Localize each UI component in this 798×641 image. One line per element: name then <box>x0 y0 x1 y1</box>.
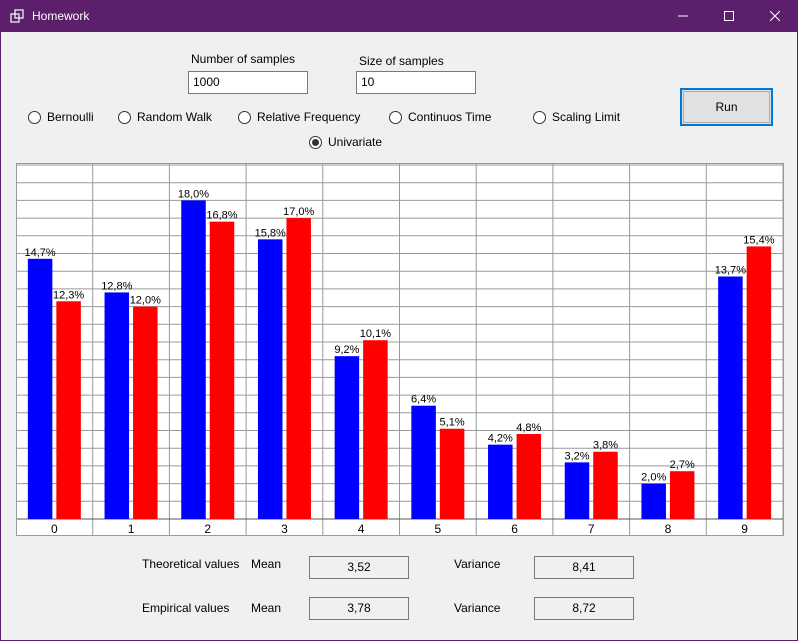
radio-random-walk-label: Random Walk <box>137 110 212 124</box>
radio-scaling-limit-label: Scaling Limit <box>552 110 621 124</box>
data-label: 5,1% <box>440 417 465 429</box>
data-label: 16,8% <box>206 210 237 222</box>
bar-series-2-4 <box>363 340 388 519</box>
bar-series-2-9 <box>746 246 772 520</box>
empirical-variance-value: 8,72 <box>534 597 634 620</box>
bar-series-1-3 <box>257 239 283 519</box>
data-label: 12,8% <box>101 280 132 292</box>
bar-series-1-7 <box>564 462 590 519</box>
bar-series-2-2 <box>209 221 235 519</box>
bar-series-1-2 <box>181 200 206 519</box>
radio-relative-frequency[interactable]: Relative Frequency <box>238 110 360 124</box>
theoretical-values-label: Theoretical values <box>142 557 240 571</box>
bar-series-1-9 <box>718 276 743 519</box>
data-label: 3,2% <box>564 450 589 462</box>
bar-series-2-8 <box>669 471 695 519</box>
data-label: 4,2% <box>488 433 513 445</box>
size-samples-input[interactable]: 10 <box>356 71 476 94</box>
bar-chart-svg: 14,7% 12,3% 0 12,8% 12,0% 1 18,0% 16,8% 2 15,8% 17… <box>15 163 784 536</box>
empirical-mean-label: Mean <box>251 601 282 615</box>
radio-bernoulli[interactable]: Bernoulli <box>28 110 94 124</box>
bar-series-1-8 <box>641 483 666 519</box>
radio-univariate-circle <box>309 135 322 149</box>
data-label: 12,0% <box>130 295 161 307</box>
x-tick-label: 6 <box>511 522 518 536</box>
bar-series-2-1 <box>133 306 158 519</box>
x-tick-label: 3 <box>281 522 288 536</box>
data-label: 18,0% <box>178 188 209 200</box>
x-tick-label: 5 <box>435 522 442 536</box>
data-label: 3,8% <box>593 440 618 452</box>
minimize-icon <box>678 15 688 17</box>
chart-border <box>16 163 784 536</box>
radio-bernoulli-circle <box>28 110 41 124</box>
bar-series-2-5 <box>439 428 465 519</box>
bar-series-2-0 <box>56 301 81 519</box>
theoretical-mean-label: Mean <box>251 557 282 571</box>
x-tick-label: 2 <box>204 522 211 536</box>
theoretical-variance-value: 8,41 <box>534 556 634 579</box>
close-icon <box>770 11 780 21</box>
theoretical-variance-label: Variance <box>454 557 501 571</box>
maximize-button[interactable] <box>706 0 752 32</box>
size-samples-label: Size of samples <box>359 54 444 68</box>
radio-continuos-time-label: Continuos Time <box>408 110 492 124</box>
window-title: Homework <box>32 9 90 23</box>
bar-series-1-4 <box>334 356 360 519</box>
data-label: 15,4% <box>743 234 774 246</box>
bar-series-2-6 <box>516 434 542 519</box>
data-label: 13,7% <box>715 265 746 277</box>
window-app-icon <box>10 9 24 23</box>
close-button[interactable] <box>752 0 798 32</box>
data-label: 2,7% <box>670 459 695 471</box>
data-label: 4,8% <box>516 422 541 434</box>
num-samples-label: Number of samples <box>191 52 296 66</box>
bar-series-1-1 <box>104 292 130 519</box>
radio-scaling-limit-circle <box>533 110 546 124</box>
minimize-button[interactable] <box>660 0 706 32</box>
radio-scaling-limit[interactable]: Scaling Limit <box>533 110 620 124</box>
radio-bernoulli-label: Bernoulli <box>47 110 94 124</box>
x-tick-label: 4 <box>358 522 365 536</box>
empirical-variance-label: Variance <box>454 601 501 615</box>
data-label: 12,3% <box>53 289 84 301</box>
bar-series-2-7 <box>593 451 618 519</box>
num-samples-input[interactable]: 1000 <box>188 71 308 94</box>
x-tick-label: 8 <box>665 522 672 536</box>
data-label: 9,2% <box>334 344 359 356</box>
maximize-icon <box>724 11 734 21</box>
radio-relative-frequency-label: Relative Frequency <box>257 110 361 124</box>
radio-random-walk-circle <box>118 110 131 124</box>
bar-series-1-0 <box>27 258 53 519</box>
main-window: Number of samples 1000 Size of samples 1… <box>1 32 797 640</box>
theoretical-mean-value: 3,52 <box>309 556 409 579</box>
data-label: 6,4% <box>411 394 436 406</box>
radio-random-walk[interactable]: Random Walk <box>118 110 212 124</box>
radio-continuos-time[interactable]: Continuos Time <box>389 110 491 124</box>
title-bar: Homework <box>0 0 798 32</box>
empirical-mean-value: 3,78 <box>309 597 409 620</box>
radio-univariate[interactable]: Univariate <box>309 135 382 149</box>
data-label: 10,1% <box>360 328 391 340</box>
bar-series-1-6 <box>488 444 513 519</box>
x-tick-label: 7 <box>588 522 595 536</box>
bar-series-2-3 <box>286 218 311 519</box>
empirical-values-label: Empirical values <box>142 601 230 615</box>
data-label: 2,0% <box>641 472 666 484</box>
radio-relative-frequency-circle <box>238 110 251 124</box>
data-label: 17,0% <box>283 206 314 218</box>
data-label: 15,8% <box>255 227 286 239</box>
x-tick-label: 1 <box>128 522 135 536</box>
bar-chart: 14,7% 12,3% 0 12,8% 12,0% 1 18,0% 16,8% 2 15,8% 17… <box>15 163 784 536</box>
radio-continuos-time-circle <box>389 110 402 124</box>
x-tick-label: 0 <box>51 522 58 536</box>
bar-series-1-5 <box>411 405 436 519</box>
x-tick-label: 9 <box>741 522 748 536</box>
run-button[interactable]: Run <box>680 88 773 126</box>
radio-univariate-label: Univariate <box>328 135 383 149</box>
data-label: 14,7% <box>24 247 55 259</box>
